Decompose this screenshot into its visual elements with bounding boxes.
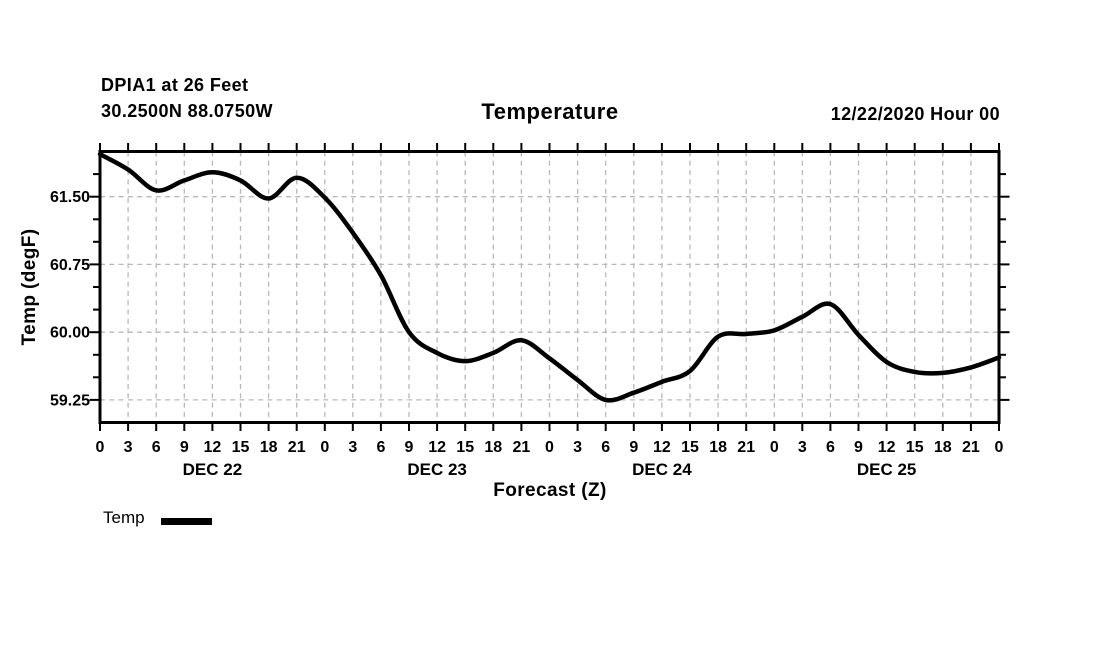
y-tick-label: 61.50 xyxy=(50,189,90,206)
x-tick-label: 15 xyxy=(906,439,924,456)
x-tick-label: 18 xyxy=(484,439,502,456)
x-tick-label: 15 xyxy=(456,439,474,456)
station-coordinates: 30.2500N 88.0750W xyxy=(101,101,273,121)
x-tick-label: 9 xyxy=(629,439,638,456)
day-label: DEC 25 xyxy=(857,460,917,479)
y-tick-label: 60.00 xyxy=(50,325,90,342)
x-tick-label: 21 xyxy=(288,439,306,456)
x-tick-label: 12 xyxy=(428,439,446,456)
x-tick-label: 18 xyxy=(934,439,952,456)
x-tick-label: 21 xyxy=(513,439,531,456)
day-label: DEC 24 xyxy=(632,460,692,479)
x-axis-title: Forecast (Z) xyxy=(493,480,607,501)
x-tick-label: 6 xyxy=(376,439,385,456)
x-tick-label: 3 xyxy=(124,439,133,456)
x-tick-label: 6 xyxy=(601,439,610,456)
x-tick-label: 15 xyxy=(681,439,699,456)
model-run-datetime: 12/22/2020 Hour 00 xyxy=(830,104,1000,124)
x-tick-label: 0 xyxy=(320,439,329,456)
day-label: DEC 23 xyxy=(407,460,467,479)
temp-line xyxy=(97,151,1002,403)
x-tick-label: 3 xyxy=(573,439,582,456)
x-tick-label: 3 xyxy=(798,439,807,456)
legend-line-swatch xyxy=(161,518,212,525)
legend-series-label: Temp xyxy=(103,508,145,527)
x-tick-label: 0 xyxy=(995,439,1004,456)
x-tick-label: 18 xyxy=(709,439,727,456)
day-label: DEC 22 xyxy=(183,460,243,479)
x-tick-label: 6 xyxy=(152,439,161,456)
x-tick-label: 21 xyxy=(962,439,980,456)
x-tick-label: 15 xyxy=(232,439,250,456)
x-tick-label: 18 xyxy=(260,439,278,456)
x-tick-label: 9 xyxy=(405,439,414,456)
chart-title: Temperature xyxy=(481,99,619,124)
x-tick-label: 0 xyxy=(96,439,105,456)
x-tick-label: 9 xyxy=(854,439,863,456)
x-tick-label: 0 xyxy=(770,439,779,456)
x-tick-label: 0 xyxy=(545,439,554,456)
y-tick-label: 60.75 xyxy=(50,257,90,274)
station-name: DPIA1 at 26 Feet xyxy=(101,75,249,95)
x-tick-label: 3 xyxy=(348,439,357,456)
y-tick-label: 59.25 xyxy=(50,392,90,409)
x-tick-label: 12 xyxy=(204,439,222,456)
x-tick-label: 21 xyxy=(737,439,755,456)
x-tick-label: 12 xyxy=(878,439,896,456)
plot-frame xyxy=(98,150,1001,424)
x-tick-label: 12 xyxy=(653,439,671,456)
x-tick-label: 6 xyxy=(826,439,835,456)
x-tick-label: 9 xyxy=(180,439,189,456)
